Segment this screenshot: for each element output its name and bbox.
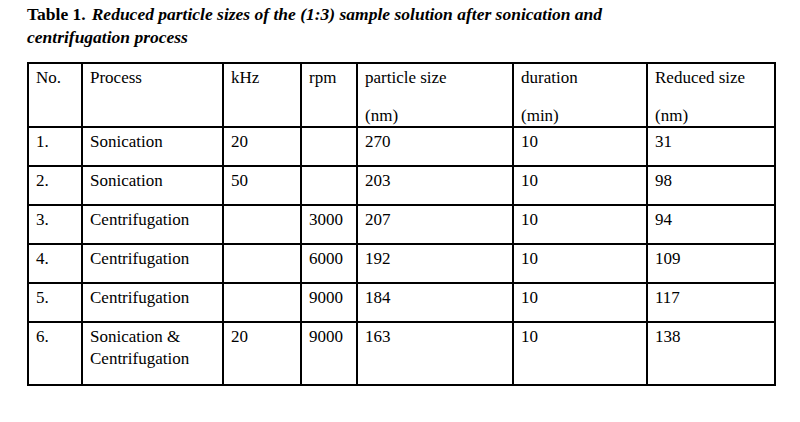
cell-khz <box>223 283 301 322</box>
cell-khz: 20 <box>223 322 301 385</box>
cell-khz: 50 <box>223 166 301 205</box>
cell-process: Sonication <box>82 166 223 205</box>
caption-text-line1: Reduced particle sizes of the (1:3) samp… <box>92 4 602 24</box>
col-header-particle-size: particle size(nm) <box>357 63 513 127</box>
col-header-khz: kHz <box>223 63 301 127</box>
cell-no: 1. <box>28 127 82 166</box>
cell-process: Sonication <box>82 127 223 166</box>
results-table: No. Process kHz rpm particle size(nm) du… <box>27 62 776 386</box>
cell-duration: 10 <box>513 322 647 385</box>
table-row: 4. Centrifugation 6000 192 10 109 <box>28 244 775 283</box>
table-row: 3. Centrifugation 3000 207 10 94 <box>28 205 775 244</box>
cell-particle-size: 192 <box>357 244 513 283</box>
cell-reduced-size: 94 <box>647 205 775 244</box>
table-row: 1. Sonication 20 270 10 31 <box>28 127 775 166</box>
cell-process: Sonication & Centrifugation <box>82 322 223 385</box>
cell-duration: 10 <box>513 283 647 322</box>
cell-rpm: 9000 <box>301 322 357 385</box>
unit-label: (nm) <box>655 105 768 126</box>
cell-duration: 10 <box>513 205 647 244</box>
table-row: 5. Centrifugation 9000 184 10 117 <box>28 283 775 322</box>
cell-rpm: 6000 <box>301 244 357 283</box>
cell-reduced-size: 31 <box>647 127 775 166</box>
cell-particle-size: 270 <box>357 127 513 166</box>
col-header-reduced-size: Reduced size(nm) <box>647 63 775 127</box>
cell-process: Centrifugation <box>82 244 223 283</box>
cell-reduced-size: 138 <box>647 322 775 385</box>
cell-no: 3. <box>28 205 82 244</box>
table-row: 2. Sonication 50 203 10 98 <box>28 166 775 205</box>
cell-rpm: 9000 <box>301 283 357 322</box>
cell-khz <box>223 205 301 244</box>
cell-process: Centrifugation <box>82 205 223 244</box>
cell-reduced-size: 109 <box>647 244 775 283</box>
header-row: No. Process kHz rpm particle size(nm) du… <box>28 63 775 127</box>
cell-no: 5. <box>28 283 82 322</box>
cell-particle-size: 207 <box>357 205 513 244</box>
cell-particle-size: 163 <box>357 322 513 385</box>
col-header-process: Process <box>82 63 223 127</box>
cell-no: 6. <box>28 322 82 385</box>
unit-label: (nm) <box>365 105 506 126</box>
col-header-no: No. <box>28 63 82 127</box>
cell-particle-size: 184 <box>357 283 513 322</box>
caption-label: Table 1. <box>27 4 92 24</box>
cell-process: Centrifugation <box>82 283 223 322</box>
cell-rpm <box>301 166 357 205</box>
cell-rpm: 3000 <box>301 205 357 244</box>
cell-no: 4. <box>28 244 82 283</box>
caption-text-line2: centrifugation process <box>27 26 772 49</box>
cell-rpm <box>301 127 357 166</box>
table-row: 6. Sonication & Centrifugation 20 9000 1… <box>28 322 775 385</box>
cell-duration: 10 <box>513 166 647 205</box>
col-header-duration: duration(min) <box>513 63 647 127</box>
cell-khz <box>223 244 301 283</box>
cell-particle-size: 203 <box>357 166 513 205</box>
unit-label: (min) <box>521 105 640 126</box>
caption-line-1: Table 1.Reduced particle sizes of the (1… <box>27 3 772 26</box>
cell-duration: 10 <box>513 244 647 283</box>
cell-no: 2. <box>28 166 82 205</box>
col-header-rpm: rpm <box>301 63 357 127</box>
cell-duration: 10 <box>513 127 647 166</box>
cell-reduced-size: 117 <box>647 283 775 322</box>
cell-reduced-size: 98 <box>647 166 775 205</box>
table-caption: Table 1.Reduced particle sizes of the (1… <box>27 3 772 49</box>
cell-khz: 20 <box>223 127 301 166</box>
